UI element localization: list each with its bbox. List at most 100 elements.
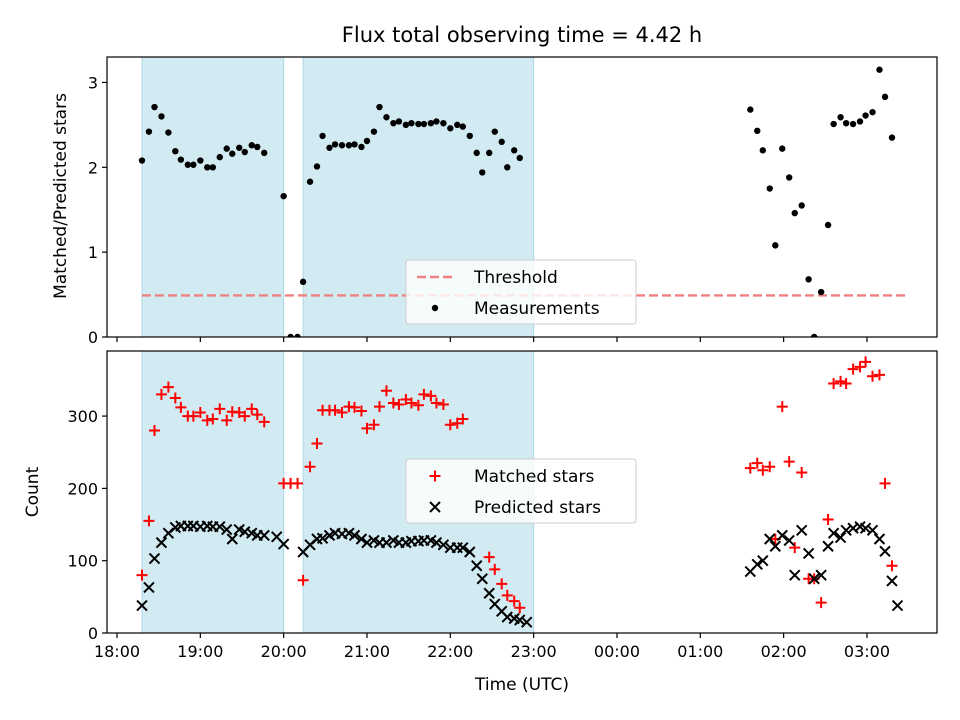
predicted-stars-point-30 xyxy=(348,529,361,542)
measurements-point-35 xyxy=(376,103,383,111)
matched-stars-point-66 xyxy=(815,597,827,609)
measurements-point-2 xyxy=(151,103,158,111)
matched-stars-point-67 xyxy=(822,513,834,525)
predicted-stars-point-2 xyxy=(148,552,161,565)
measurements-point-23 xyxy=(299,278,307,286)
x-tick-label: 22:00 xyxy=(427,642,473,661)
ratio-y-axis-label: Matched/Predicted stars xyxy=(51,93,71,299)
measurements-point-37 xyxy=(390,119,397,127)
measurements-point-6 xyxy=(177,156,185,163)
matched-stars-point-70 xyxy=(840,378,852,390)
matched-stars-point-69 xyxy=(835,375,847,387)
predicted-stars-point-35 xyxy=(380,536,393,549)
measurements-point-75 xyxy=(856,118,864,125)
matched-stars-point-62 xyxy=(789,542,801,554)
matched-stars-point-9 xyxy=(194,406,206,418)
matched-stars-point-49 xyxy=(483,551,495,563)
measurements-point-48 xyxy=(459,123,467,130)
y-tick-label: 0 xyxy=(88,624,98,643)
matched-stars-point-47 xyxy=(451,417,463,429)
measurements-point-43 xyxy=(427,119,435,127)
predicted-stars-point-64 xyxy=(783,534,795,547)
measurements-point-76 xyxy=(862,112,869,119)
predicted-stars-point-72 xyxy=(834,531,847,544)
matched-stars-point-17 xyxy=(246,403,258,415)
matched-stars-point-46 xyxy=(444,419,456,431)
measurements-point-59 xyxy=(754,127,761,135)
matched-stars-point-12 xyxy=(214,403,226,415)
measurements-point-4 xyxy=(165,129,172,136)
measurements-point-34 xyxy=(370,128,378,135)
legend-box xyxy=(405,259,637,325)
measurements-point-65 xyxy=(791,209,798,217)
matched-stars-point-60 xyxy=(776,401,788,413)
predicted-stars-point-49 xyxy=(471,560,483,572)
measurements-point-40 xyxy=(408,119,415,127)
measurements-point-0 xyxy=(138,157,146,164)
x-tick-label: 02:00 xyxy=(761,642,807,661)
predicted-stars-point-78 xyxy=(873,533,886,545)
measurements-point-49 xyxy=(466,132,473,140)
predicted-stars-point-13 xyxy=(221,523,233,536)
matched-stars-point-48 xyxy=(457,413,469,425)
matched-stars-point-31 xyxy=(348,401,360,413)
matched-stars-point-13 xyxy=(221,414,233,426)
matched-stars-point-63 xyxy=(796,466,808,478)
matched-stars-point-2 xyxy=(148,425,160,437)
x-tick-label: 00:00 xyxy=(594,642,640,661)
measurements-point-31 xyxy=(351,141,358,148)
predicted-stars-point-79 xyxy=(879,545,891,557)
y-tick-label: 200 xyxy=(67,479,98,498)
matched-stars-point-68 xyxy=(828,378,840,390)
measurements-point-56 xyxy=(511,147,518,154)
x-tick-label: 20:00 xyxy=(261,642,307,661)
matched-stars-point-50 xyxy=(489,563,501,575)
matched-stars-point-33 xyxy=(361,422,373,434)
predicted-stars-point-50 xyxy=(476,573,488,585)
observing-window-1 xyxy=(141,56,285,338)
measurements-point-42 xyxy=(420,120,428,128)
measurements-point-53 xyxy=(491,128,498,135)
measurements-point-70 xyxy=(824,221,832,229)
x-tick-label: 03:00 xyxy=(844,642,890,661)
predicted-stars-point-31 xyxy=(355,533,368,545)
measurements-point-71 xyxy=(830,120,837,128)
predicted-stars-point-60 xyxy=(757,554,769,567)
measurements-point-66 xyxy=(798,202,805,209)
predicted-stars-point-51 xyxy=(483,587,495,599)
matched-stars-point-74 xyxy=(867,370,879,382)
measurements-point-60 xyxy=(759,147,767,154)
matched-stars-point-53 xyxy=(508,595,520,607)
ratio-panel: 0 1 2 3 Threshold Measurements xyxy=(88,56,938,347)
measurements-point-77 xyxy=(869,108,876,116)
measurements-point-72 xyxy=(837,114,844,121)
predicted-stars-point-3 xyxy=(155,536,168,549)
measurements-point-33 xyxy=(363,137,371,145)
axes-frame xyxy=(106,350,938,634)
predicted-stars-point-0 xyxy=(136,599,148,612)
measurements-point-62 xyxy=(772,242,779,249)
measurements-point-44 xyxy=(433,118,440,125)
matched-stars-point-56 xyxy=(751,457,763,469)
measurements-point-16 xyxy=(241,148,248,156)
legend: Threshold Measurements xyxy=(405,259,637,325)
predicted-stars-point-73 xyxy=(840,524,852,537)
measurements-point-21 xyxy=(287,333,294,337)
matched-stars-point-61 xyxy=(783,456,795,468)
measurements-point-8 xyxy=(190,161,197,168)
predicted-stars-point-12 xyxy=(214,521,226,533)
measurements-point-39 xyxy=(402,121,410,129)
matched-stars-point-15 xyxy=(233,406,245,418)
y-tick-label: 100 xyxy=(67,552,98,571)
measurements-point-24 xyxy=(306,178,314,185)
x-axis-label: Time (UTC) xyxy=(474,675,569,695)
predicted-stars-point-56 xyxy=(514,614,526,626)
legend-label: Measurements xyxy=(474,299,600,319)
matched-stars-point-8 xyxy=(187,410,199,422)
chart-title: Flux total observing time = 4.42 h xyxy=(342,23,702,47)
predicted-stars-point-68 xyxy=(808,573,820,585)
measurements-point-64 xyxy=(785,174,793,181)
measurements-point-32 xyxy=(358,143,365,151)
legend-label: Matched stars xyxy=(474,467,594,487)
matched-stars-point-28 xyxy=(329,404,341,416)
